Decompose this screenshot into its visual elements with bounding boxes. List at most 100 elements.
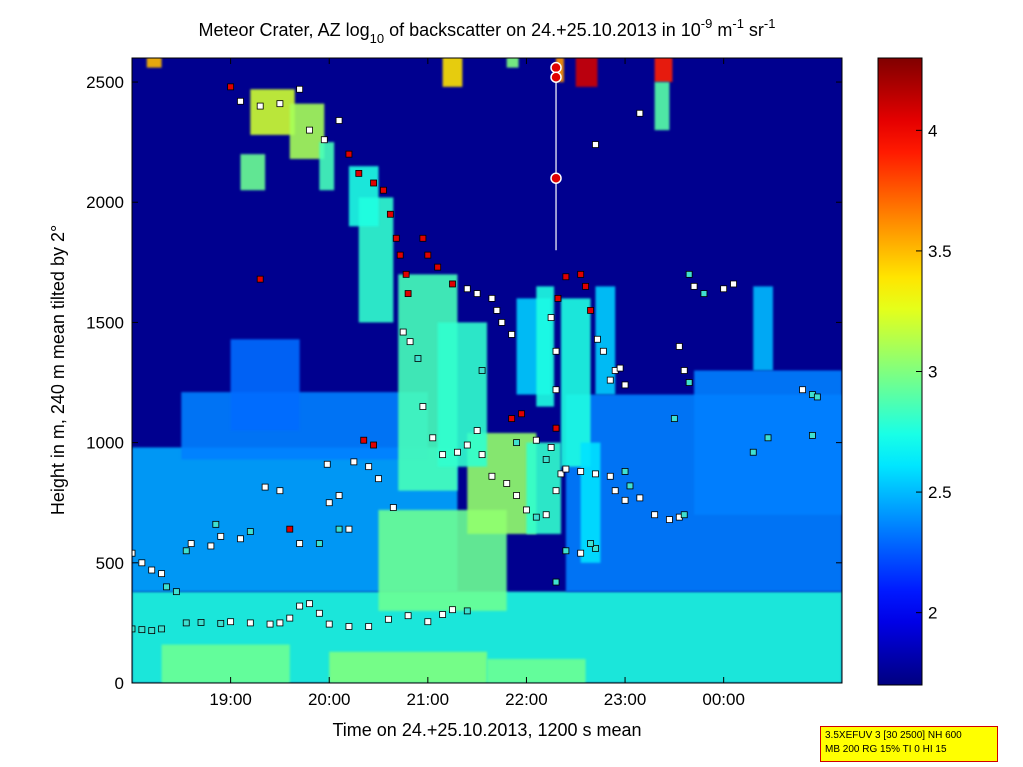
heatmap-feature [694,370,842,515]
heatmap-feature [536,286,555,407]
detection-point [690,282,698,290]
detection-point [616,364,624,372]
y-tick-label: 500 [96,554,124,573]
detection-point [345,623,353,630]
detection-point [217,619,225,627]
detection-point [651,511,659,519]
detection-point [207,542,215,550]
detection-point [345,525,353,533]
heatmap-feature [654,82,670,131]
x-tick-label: 22:00 [505,690,548,709]
detection-point [636,494,644,502]
heatmap-feature [506,58,519,68]
detection-point [246,619,254,627]
detection-point [562,273,570,281]
heatmap-feature [575,58,598,87]
heatmap-feature [161,644,290,683]
colorbar-tick-label: 3.5 [928,242,952,261]
detection-point [599,347,607,355]
heatmap-feature [753,286,773,371]
heatmap-features [132,58,842,683]
detection-point [552,578,560,586]
detection-point [276,487,284,495]
y-tick-label: 2500 [86,73,124,92]
detection-point [197,619,205,626]
x-axis: 19:00 20:00 21:00 22:00 23:00 00:00 [209,58,745,709]
colorbar-gradient [877,57,923,686]
detection-point [404,290,412,297]
detection-point [463,607,471,615]
detection-point [306,126,313,134]
detection-point [315,609,323,617]
detection-point [809,432,816,439]
info-line-2: MB 200 RG 15% TI 0 HI 15 [825,744,947,755]
detection-point [478,367,486,374]
detection-point [266,620,274,628]
detection-point [132,549,136,557]
plot-area [131,57,843,684]
colorbar-tick-label: 4 [928,121,937,140]
detection-point [621,496,629,504]
detection-point [532,436,540,444]
detection-point [508,415,516,422]
detection-point [552,386,560,394]
heatmap-feature [319,142,335,191]
detection-point [256,275,264,283]
detection-point [611,487,619,495]
detection-point [454,448,461,456]
colorbar-tick-label: 2 [928,604,937,623]
detection-point [594,335,601,343]
detection-point [562,465,570,473]
detection-point [132,625,136,633]
heatmap-feature [250,89,295,135]
detection-point [685,379,693,386]
detection-point [286,525,294,533]
detection-point [577,549,585,557]
x-tick-label: 19:00 [209,690,252,709]
detection-point [429,434,437,442]
profile-marker [550,61,562,74]
detection-point [323,460,331,468]
detection-point [626,482,634,490]
detection-point [577,270,585,278]
detection-point [187,540,195,547]
x-tick-label: 20:00 [308,690,351,709]
detection-point [592,470,599,478]
detection-point [306,600,313,608]
detection-point [365,463,373,471]
colorbar: 2 2.5 3 3.5 4 [877,57,952,686]
detection-point [513,492,520,499]
detection-point [424,618,432,626]
detection-point [513,439,520,447]
heatmap-feature [329,651,487,683]
detection-point [163,583,170,591]
detection-point [350,458,358,466]
detection-point [256,102,264,110]
detection-point [380,186,387,194]
colorbar-tick-label: 3 [928,363,937,382]
detection-point [670,415,678,422]
detection-point [370,441,377,449]
detection-point [335,117,343,124]
detection-point [503,480,511,487]
detection-point [375,475,382,483]
detection-point [813,393,821,401]
detection-point [473,427,481,434]
detection-point [493,307,501,314]
y-tick-label: 2000 [86,193,124,212]
detection-point [419,403,427,410]
detection-point [700,290,708,297]
detection-point [246,528,254,535]
detection-point [424,251,432,259]
detection-point [552,347,560,355]
detection-point [172,588,180,596]
detection-point [386,210,394,218]
heatmap-feature [146,58,162,68]
heatmap-feature [181,392,428,460]
detection-point [636,109,644,117]
profile-marker [550,71,562,83]
detection-point [449,280,456,288]
detection-point [439,611,447,618]
detection-point [606,472,614,480]
heatmap-feature [560,298,591,467]
